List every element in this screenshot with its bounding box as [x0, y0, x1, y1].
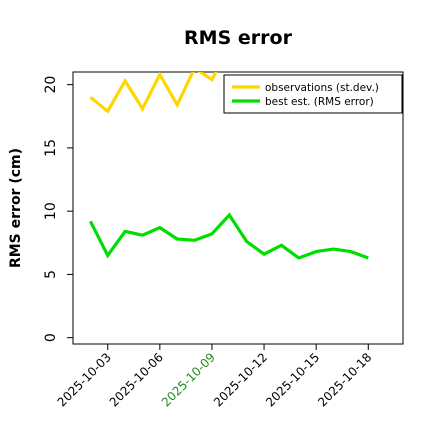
legend-label: best est. (RMS error): [265, 96, 374, 108]
x-tick-label: 2025-10-18: [315, 350, 374, 409]
x-tick-label: 2025-10-06: [107, 350, 166, 409]
legend-label: observations (st.dev.): [265, 82, 379, 94]
series-line: [88, 212, 369, 260]
chart-title: RMS error: [184, 27, 293, 49]
y-tick-label: 20: [43, 76, 59, 94]
series-group: [88, 72, 369, 260]
legend-box: [223, 74, 403, 114]
y-tick-label: 5: [43, 270, 59, 279]
x-tick-label: 2025-10-09: [159, 350, 218, 409]
y-tick-label: 0: [43, 333, 59, 342]
plot-frame: [72, 71, 404, 345]
x-tick-label: 2025-10-12: [211, 350, 270, 409]
x-tick-label: 2025-10-15: [263, 350, 322, 409]
y-tick-label: 15: [43, 139, 59, 157]
y-tick-label: 10: [43, 202, 59, 220]
x-tick-label: 2025-10-03: [55, 350, 114, 409]
series-line: [89, 72, 218, 114]
y-axis-label: RMS error (cm): [8, 148, 24, 268]
